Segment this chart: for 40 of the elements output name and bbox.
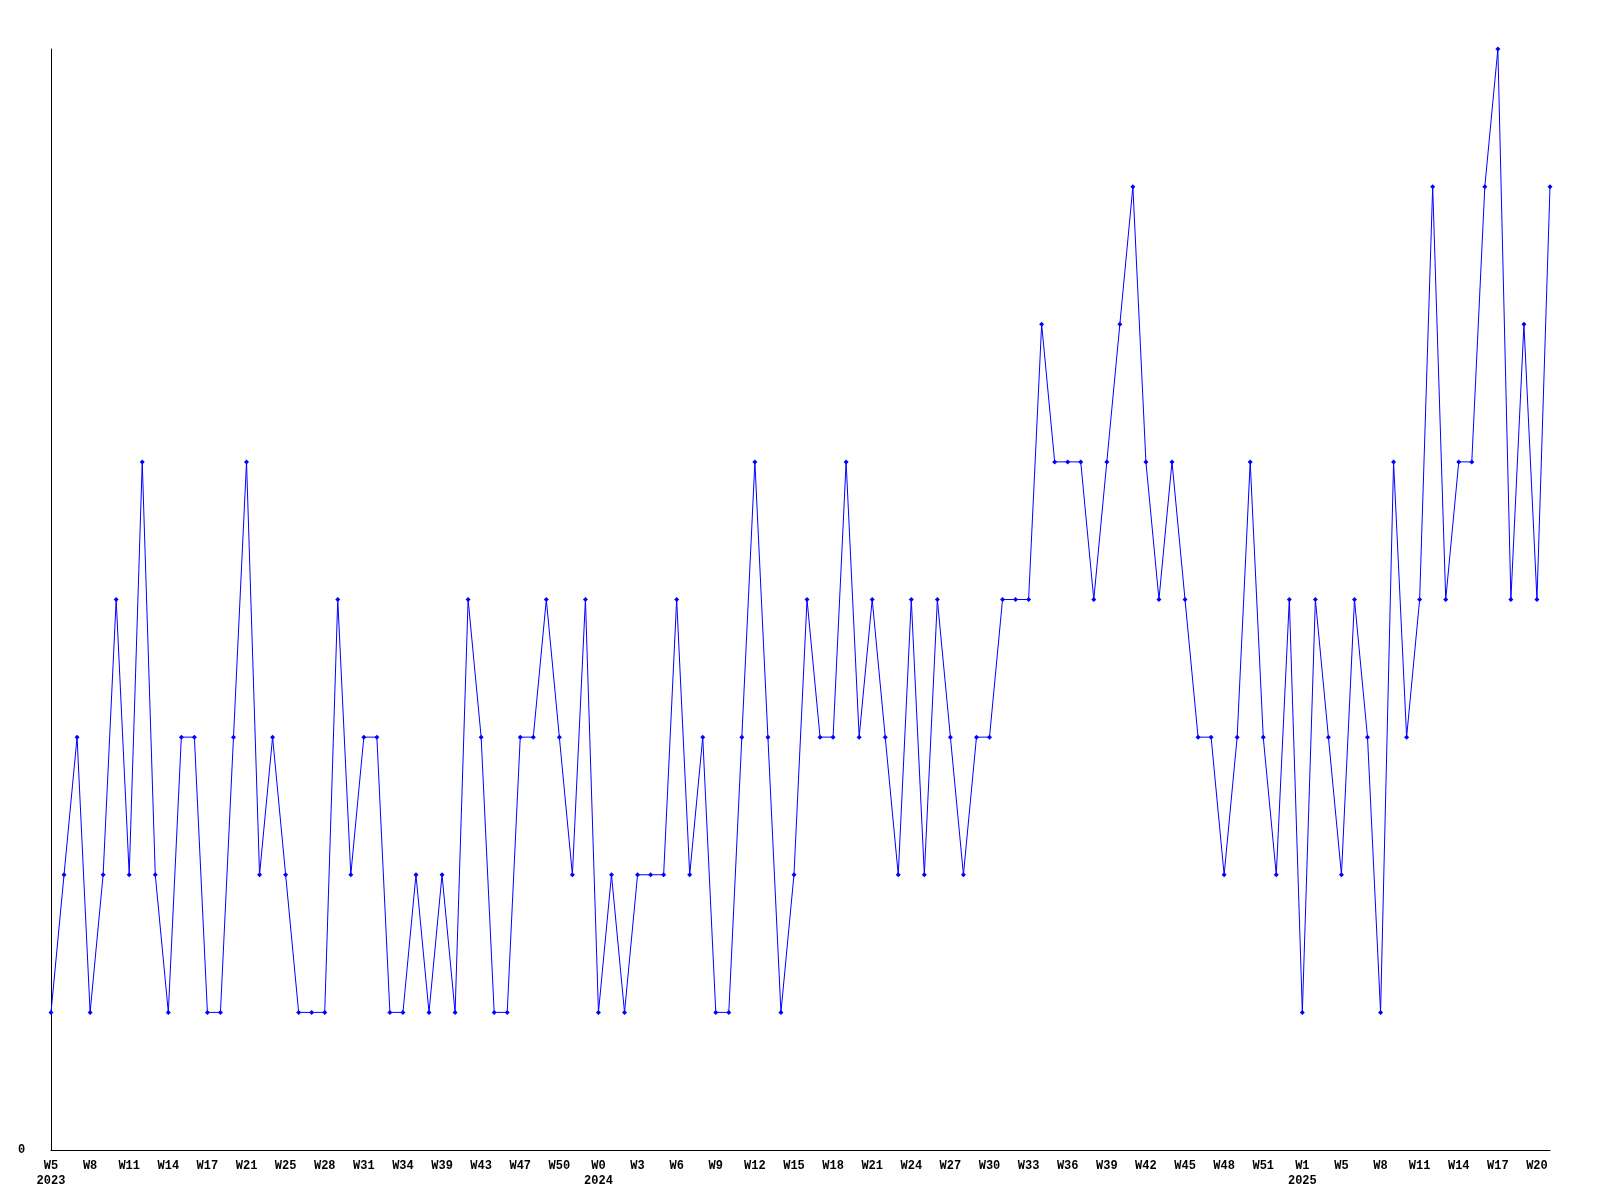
x-tick-label: W39 bbox=[1096, 1158, 1118, 1173]
x-tick-label: W18 bbox=[822, 1158, 844, 1173]
x-tick-label: W42 bbox=[1135, 1158, 1157, 1173]
x-tick-label: W0 2024 bbox=[584, 1158, 613, 1188]
x-tick-label: W45 bbox=[1174, 1158, 1196, 1173]
x-tick-label: W9 bbox=[708, 1158, 723, 1173]
x-tick-label: W50 bbox=[548, 1158, 571, 1173]
x-tick-label: W51 bbox=[1252, 1158, 1275, 1173]
x-tick-label: W21 bbox=[235, 1158, 258, 1173]
x-tick-label: W1 2025 bbox=[1287, 1158, 1317, 1188]
x-tick-label: W14 bbox=[157, 1158, 180, 1173]
x-tick-label: W11 bbox=[1408, 1158, 1431, 1173]
x-tick-label: W8 bbox=[1373, 1158, 1388, 1173]
x-tick-label: W48 bbox=[1213, 1158, 1235, 1173]
x-tick-label: W34 bbox=[392, 1158, 414, 1173]
x-tick-label: W12 bbox=[744, 1158, 766, 1173]
x-tick-label: W14 bbox=[1447, 1158, 1470, 1173]
x-tick-label: W11 bbox=[118, 1158, 141, 1173]
x-tick-label: W20 bbox=[1526, 1158, 1548, 1173]
x-tick-label: W6 bbox=[669, 1158, 684, 1173]
x-tick-label: W43 bbox=[470, 1158, 492, 1173]
x-tick-label: W47 bbox=[509, 1158, 532, 1173]
x-tick-label: W5 bbox=[1334, 1158, 1349, 1173]
x-tick-label: W27 bbox=[939, 1158, 962, 1173]
text: 0 bbox=[18, 1143, 26, 1157]
x-tick-label: W28 bbox=[313, 1158, 336, 1173]
x-tick-label: W24 bbox=[900, 1158, 923, 1173]
x-tick-label: W15 bbox=[783, 1158, 805, 1173]
x-tick-label: W17 bbox=[196, 1158, 219, 1173]
x-tick-label: W8 bbox=[82, 1158, 98, 1173]
x-tick-label: W36 bbox=[1056, 1158, 1079, 1173]
x-tick-label: W30 bbox=[978, 1158, 1001, 1173]
x-tick-label: W5 2023 bbox=[36, 1158, 66, 1188]
x-tick-label: W39 bbox=[431, 1158, 453, 1173]
x-tick-label: W25 bbox=[274, 1158, 297, 1173]
x-tick-label: W33 bbox=[1017, 1158, 1040, 1173]
x-tick-label: W3 bbox=[630, 1158, 645, 1173]
x-tick-label: W17 bbox=[1487, 1158, 1509, 1173]
x-tick-label: W21 bbox=[861, 1158, 883, 1173]
x-tick-label: W31 bbox=[353, 1158, 375, 1173]
